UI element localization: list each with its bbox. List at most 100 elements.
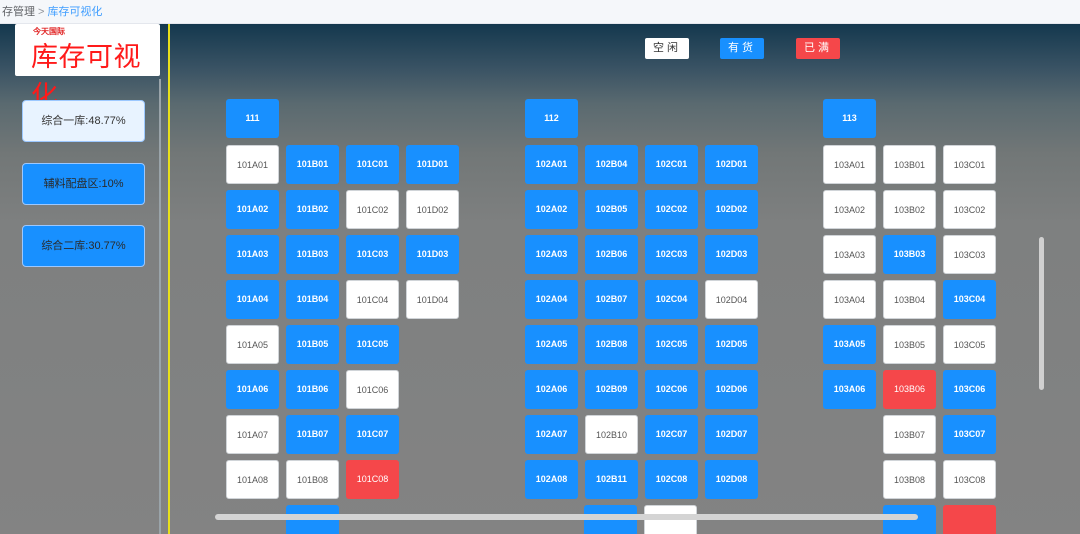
location-103C06[interactable]: 103C06 xyxy=(943,370,996,409)
location-101A07[interactable]: 101A07 xyxy=(226,415,279,454)
breadcrumb-parent[interactable]: 存管理 xyxy=(2,6,35,18)
location-103B08[interactable]: 103B08 xyxy=(883,460,936,499)
zone-button-3[interactable]: 综合二库:30.77% xyxy=(22,225,145,267)
location-101D04[interactable]: 101D04 xyxy=(406,280,459,319)
location-101A03[interactable]: 101A03 xyxy=(226,235,279,274)
location-103C04[interactable]: 103C04 xyxy=(943,280,996,319)
location-101B08[interactable]: 101B08 xyxy=(286,460,339,499)
location-103B04[interactable]: 103B04 xyxy=(883,280,936,319)
location-101C07[interactable]: 101C07 xyxy=(346,415,399,454)
location-101C03[interactable]: 101C03 xyxy=(346,235,399,274)
location-103B07[interactable]: 103B07 xyxy=(883,415,936,454)
location-102D02[interactable]: 102D02 xyxy=(705,190,758,229)
location-101A06[interactable]: 101A06 xyxy=(226,370,279,409)
location-102B05[interactable]: 102B05 xyxy=(585,190,638,229)
left-panel: 今天国际 库存可视化 综合一库:48.77% 辅料配盘区:10% 综合二库:30… xyxy=(9,24,161,534)
location-101D01[interactable]: 101D01 xyxy=(406,145,459,184)
location-103B05[interactable]: 103B05 xyxy=(883,325,936,364)
location-101B03[interactable]: 101B03 xyxy=(286,235,339,274)
location-102D01[interactable]: 102D01 xyxy=(705,145,758,184)
location-101C05[interactable]: 101C05 xyxy=(346,325,399,364)
location-102C01[interactable]: 102C01 xyxy=(645,145,698,184)
location-103B03[interactable]: 103B03 xyxy=(883,235,936,274)
legend-free: 空闲 xyxy=(645,38,689,59)
zone-button-1[interactable]: 综合一库:48.77% xyxy=(22,100,145,142)
location-102D08[interactable]: 102D08 xyxy=(705,460,758,499)
location-103A06[interactable]: 103A06 xyxy=(823,370,876,409)
location-101C08[interactable]: 101C08 xyxy=(346,460,399,499)
location-103C05[interactable]: 103C05 xyxy=(943,325,996,364)
location-102D07[interactable]: 102D07 xyxy=(705,415,758,454)
visualization-viewport: 今天国际 库存可视化 综合一库:48.77% 辅料配盘区:10% 综合二库:30… xyxy=(0,24,1080,534)
location-102B07[interactable]: 102B07 xyxy=(585,280,638,319)
location-103C01[interactable]: 103C01 xyxy=(943,145,996,184)
panel-divider xyxy=(159,79,161,534)
location-102A07[interactable]: 102A07 xyxy=(525,415,578,454)
location-102B04[interactable]: 102B04 xyxy=(585,145,638,184)
group-header-112[interactable]: 112 xyxy=(525,99,578,138)
location-102C03[interactable]: 102C03 xyxy=(645,235,698,274)
location-102C07[interactable]: 102C07 xyxy=(645,415,698,454)
location-103C03[interactable]: 103C03 xyxy=(943,235,996,274)
location-103C07[interactable]: 103C07 xyxy=(943,415,996,454)
horizontal-scrollbar[interactable] xyxy=(215,514,918,520)
location-102C08[interactable]: 102C08 xyxy=(645,460,698,499)
location-101B04[interactable]: 101B04 xyxy=(286,280,339,319)
location-102C05[interactable]: 102C05 xyxy=(645,325,698,364)
vertical-scrollbar[interactable] xyxy=(1039,237,1044,390)
location-103C08[interactable]: 103C08 xyxy=(943,460,996,499)
location-102B08[interactable]: 102B08 xyxy=(585,325,638,364)
location-101B05[interactable]: 101B05 xyxy=(286,325,339,364)
location-102D04[interactable]: 102D04 xyxy=(705,280,758,319)
location-101C06[interactable]: 101C06 xyxy=(346,370,399,409)
location-102A04[interactable]: 102A04 xyxy=(525,280,578,319)
group-header-113[interactable]: 113 xyxy=(823,99,876,138)
location-102A06[interactable]: 102A06 xyxy=(525,370,578,409)
location-102C04[interactable]: 102C04 xyxy=(645,280,698,319)
location-101A08[interactable]: 101A08 xyxy=(226,460,279,499)
location-102A03[interactable]: 102A03 xyxy=(525,235,578,274)
location-102B11[interactable]: 102B11 xyxy=(585,460,638,499)
location-101A02[interactable]: 101A02 xyxy=(226,190,279,229)
location-partial[interactable] xyxy=(943,505,996,534)
location-101B01[interactable]: 101B01 xyxy=(286,145,339,184)
location-102C06[interactable]: 102C06 xyxy=(645,370,698,409)
breadcrumb: 存管理 > 库存可视化 xyxy=(0,0,1080,24)
group-header-111[interactable]: 111 xyxy=(226,99,279,138)
location-103B01[interactable]: 103B01 xyxy=(883,145,936,184)
location-101A04[interactable]: 101A04 xyxy=(226,280,279,319)
location-102D03[interactable]: 102D03 xyxy=(705,235,758,274)
location-101B07[interactable]: 101B07 xyxy=(286,415,339,454)
location-101C04[interactable]: 101C04 xyxy=(346,280,399,319)
location-103C02[interactable]: 103C02 xyxy=(943,190,996,229)
location-101D02[interactable]: 101D02 xyxy=(406,190,459,229)
location-101D03[interactable]: 101D03 xyxy=(406,235,459,274)
location-101B06[interactable]: 101B06 xyxy=(286,370,339,409)
location-102B10[interactable]: 102B10 xyxy=(585,415,638,454)
zone-button-2[interactable]: 辅料配盘区:10% xyxy=(22,163,145,205)
breadcrumb-current[interactable]: 库存可视化 xyxy=(47,6,103,18)
location-102A05[interactable]: 102A05 xyxy=(525,325,578,364)
highlight-border xyxy=(168,24,170,534)
location-103A03[interactable]: 103A03 xyxy=(823,235,876,274)
location-102D06[interactable]: 102D06 xyxy=(705,370,758,409)
location-102A01[interactable]: 102A01 xyxy=(525,145,578,184)
location-103B06[interactable]: 103B06 xyxy=(883,370,936,409)
location-102A02[interactable]: 102A02 xyxy=(525,190,578,229)
location-102A08[interactable]: 102A08 xyxy=(525,460,578,499)
location-102B09[interactable]: 102B09 xyxy=(585,370,638,409)
location-103B02[interactable]: 103B02 xyxy=(883,190,936,229)
logo: 今天国际 库存可视化 xyxy=(15,24,160,111)
location-103A05[interactable]: 103A05 xyxy=(823,325,876,364)
location-102B06[interactable]: 102B06 xyxy=(585,235,638,274)
location-103A01[interactable]: 103A01 xyxy=(823,145,876,184)
location-102C02[interactable]: 102C02 xyxy=(645,190,698,229)
location-101B02[interactable]: 101B02 xyxy=(286,190,339,229)
location-101A05[interactable]: 101A05 xyxy=(226,325,279,364)
location-103A02[interactable]: 103A02 xyxy=(823,190,876,229)
location-101C02[interactable]: 101C02 xyxy=(346,190,399,229)
location-101A01[interactable]: 101A01 xyxy=(226,145,279,184)
location-102D05[interactable]: 102D05 xyxy=(705,325,758,364)
location-103A04[interactable]: 103A04 xyxy=(823,280,876,319)
location-101C01[interactable]: 101C01 xyxy=(346,145,399,184)
